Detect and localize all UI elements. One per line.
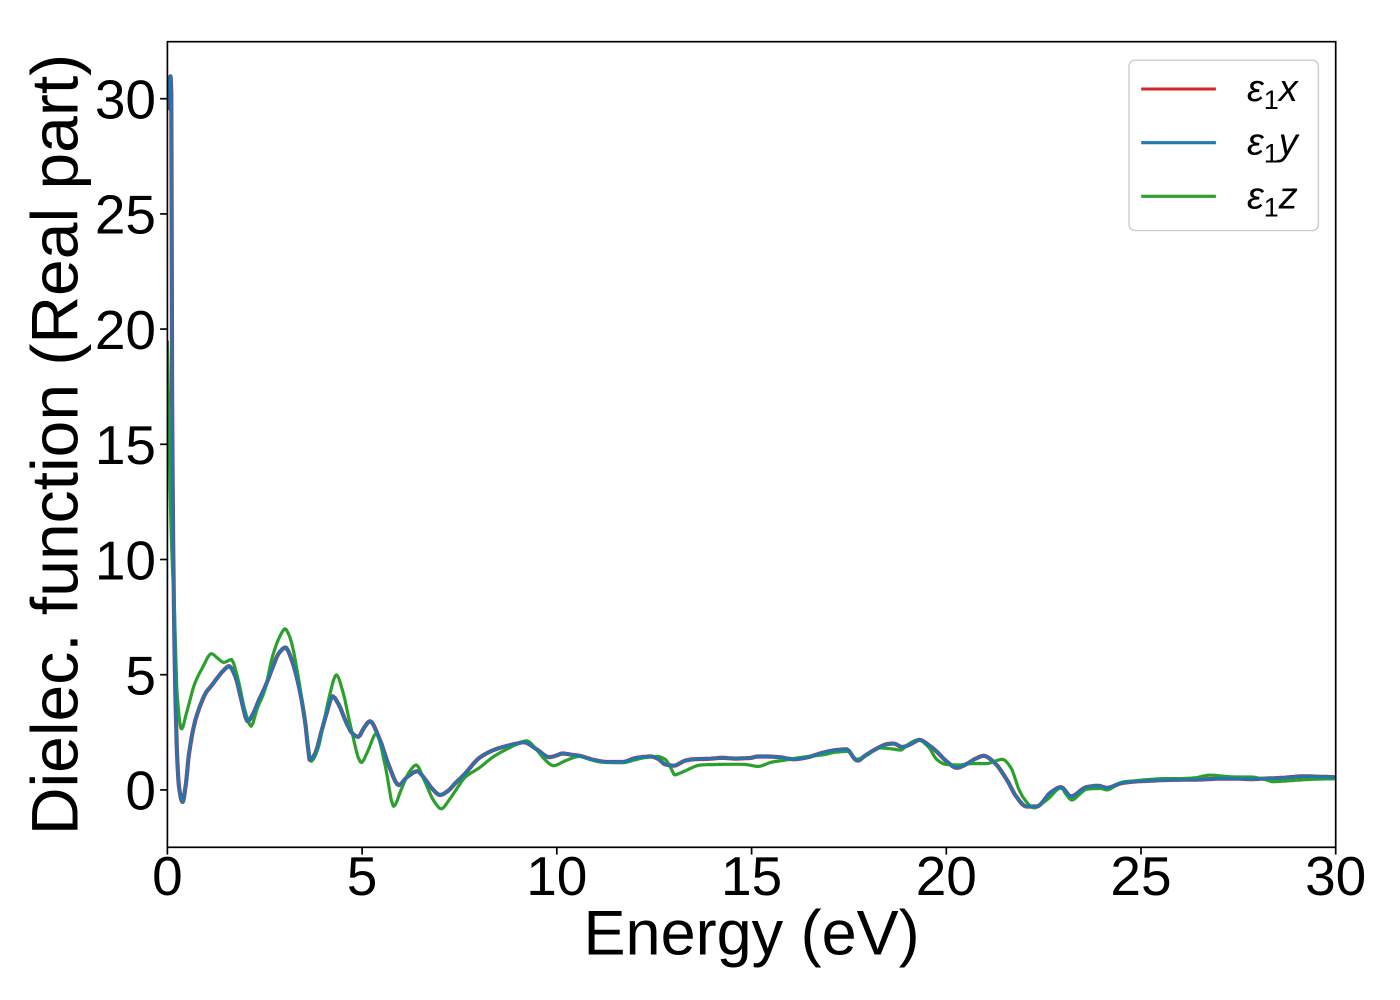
- svg-text:15: 15: [95, 414, 156, 476]
- svg-text:10: 10: [526, 845, 587, 907]
- svg-text:20: 20: [916, 845, 977, 907]
- svg-text:10: 10: [95, 529, 156, 591]
- svg-text:0: 0: [152, 845, 183, 907]
- svg-text:0: 0: [125, 760, 156, 822]
- svg-text:15: 15: [721, 845, 782, 907]
- svg-text:30: 30: [1305, 845, 1366, 907]
- svg-text:Energy (eV): Energy (eV): [584, 898, 920, 968]
- svg-text:ε1z: ε1z: [1247, 175, 1298, 222]
- svg-text:5: 5: [125, 645, 156, 707]
- svg-text:20: 20: [95, 299, 156, 361]
- svg-text:5: 5: [347, 845, 378, 907]
- svg-text:Dielec. function (Real part): Dielec. function (Real part): [18, 54, 92, 835]
- svg-text:ε1y: ε1y: [1247, 122, 1300, 169]
- svg-text:ε1x: ε1x: [1247, 68, 1300, 115]
- svg-text:25: 25: [1110, 845, 1171, 907]
- svg-text:25: 25: [95, 184, 156, 246]
- svg-text:30: 30: [95, 69, 156, 131]
